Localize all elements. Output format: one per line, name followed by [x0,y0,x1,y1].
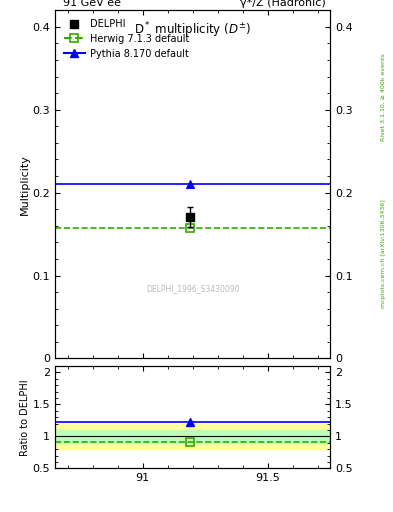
Text: mcplots.cern.ch [arXiv:1306.3436]: mcplots.cern.ch [arXiv:1306.3436] [381,200,386,308]
Y-axis label: Multiplicity: Multiplicity [20,154,29,215]
Text: DELPHI_1996_S3430090: DELPHI_1996_S3430090 [146,284,239,293]
Bar [55,430,330,443]
Text: D$^*$ multiplicity ($D^{\pm}$): D$^*$ multiplicity ($D^{\pm}$) [134,20,251,40]
Legend: DELPHI, Herwig 7.1.3 default, Pythia 8.170 default: DELPHI, Herwig 7.1.3 default, Pythia 8.1… [60,15,193,62]
Text: γ*/Z (Hadronic): γ*/Z (Hadronic) [241,0,326,8]
Text: 91 GeV ee: 91 GeV ee [63,0,121,8]
Y-axis label: Ratio to DELPHI: Ratio to DELPHI [20,379,30,456]
Text: Rivet 3.1.10, ≥ 400k events: Rivet 3.1.10, ≥ 400k events [381,53,386,141]
Bar [55,424,330,450]
